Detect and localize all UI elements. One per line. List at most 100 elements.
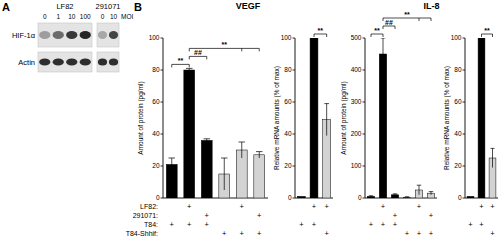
condition-symbol: + — [299, 220, 304, 229]
chart: IL-8Amount of protein (pg/ml)01002003004… — [340, 1, 440, 238]
condition-symbol: + — [468, 220, 473, 229]
bracket-drop — [189, 48, 190, 51]
x-axis — [365, 198, 437, 199]
y-axis — [465, 38, 466, 198]
error-line — [492, 148, 493, 167]
y-tick-label: 200 — [351, 130, 362, 137]
significance-bracket: ** — [383, 11, 431, 21]
condition-symbol: + — [429, 229, 434, 238]
chart-title: VEGF — [236, 1, 261, 11]
bracket-drop — [171, 64, 172, 67]
condition-symbol: + — [187, 202, 192, 211]
error-bar — [221, 158, 228, 190]
y-tick-label: 20 — [454, 162, 462, 169]
y-axis-label: Relative mRNA amounts (% of max) — [273, 66, 281, 170]
error-bar — [381, 38, 385, 70]
error-cap — [256, 151, 263, 152]
significance-bracket: ** — [172, 57, 190, 67]
bracket-drop — [431, 18, 432, 21]
bracket-drop — [481, 34, 482, 37]
condition-symbol: + — [205, 220, 210, 229]
error-cap — [203, 138, 210, 139]
bracket-drop — [383, 34, 384, 37]
condition-symbol: + — [490, 202, 495, 211]
significance-text: ## — [194, 49, 202, 56]
condition-symbol: + — [187, 220, 192, 229]
lane-label: 10 — [68, 13, 76, 20]
blot-band — [39, 59, 50, 66]
error-bar — [186, 68, 193, 71]
blot-band — [109, 31, 118, 39]
chart: Relative mRNA amounts (% of max)02040608… — [273, 27, 333, 238]
blot-band — [66, 59, 77, 66]
error-bar — [490, 148, 494, 167]
condition-symbol: + — [479, 202, 484, 211]
error-line — [189, 68, 190, 71]
blot-group-label: LF82 — [56, 2, 73, 11]
y-tick-label: 80 — [152, 66, 160, 73]
error-cap — [168, 158, 175, 159]
condition-symbol: + — [240, 202, 245, 211]
condition-symbol: + — [479, 220, 484, 229]
condition-symbol: + — [369, 220, 374, 229]
lane-label: 100 — [80, 13, 91, 20]
significance-bracket: ## — [189, 49, 207, 59]
error-cap — [417, 185, 421, 186]
y-tick-label: 100 — [149, 34, 160, 41]
y-tick-label: 0 — [288, 194, 292, 201]
error-line — [419, 185, 420, 195]
error-bar — [417, 185, 421, 195]
condition-symbol: + — [324, 229, 329, 238]
significance-text: ** — [374, 27, 380, 34]
y-tick-label: 100 — [351, 162, 362, 169]
marks — [297, 38, 330, 198]
condition-symbol: + — [222, 229, 227, 238]
condition-label: T84-Shhif: — [126, 230, 158, 237]
condition-symbol: + — [312, 220, 317, 229]
bracket-drop — [419, 18, 420, 21]
bar — [403, 197, 410, 198]
bar — [254, 155, 265, 198]
y-tick-label: 500 — [351, 34, 362, 41]
bracket-drop — [395, 26, 396, 29]
bar — [310, 38, 318, 198]
condition-symbol: + — [312, 202, 317, 211]
error-cap — [324, 103, 329, 104]
bar — [379, 54, 386, 198]
significance-bracket: ## — [383, 19, 395, 29]
lane-label: 1 — [56, 13, 60, 20]
error-line — [383, 38, 384, 70]
y-tick-label: 400 — [351, 66, 362, 73]
blot-membrane — [97, 52, 119, 72]
y-tick-label: 80 — [454, 66, 462, 73]
significance-text: ** — [318, 27, 324, 34]
significance-text: ** — [404, 11, 410, 18]
error-bar — [324, 104, 329, 136]
blot-band — [80, 59, 91, 66]
bracket-drop — [371, 34, 372, 37]
bracket-drop — [241, 48, 242, 51]
y-tick-label: 40 — [152, 130, 160, 137]
y-tick-label: 20 — [284, 162, 292, 169]
y-tick-label: 300 — [351, 98, 362, 105]
error-cap — [186, 68, 193, 69]
error-cap — [429, 191, 433, 192]
error-cap — [369, 195, 373, 196]
bracket-drop — [189, 56, 190, 59]
blot-membrane — [97, 23, 119, 47]
significance-text: ## — [385, 19, 393, 26]
y-tick-label: 20 — [152, 162, 160, 169]
y-axis — [295, 38, 296, 198]
error-line — [171, 158, 172, 171]
bracket-drop — [383, 18, 384, 21]
error-bar — [369, 196, 373, 197]
bar — [297, 196, 305, 198]
error-cap — [221, 158, 228, 159]
bar — [184, 70, 195, 198]
condition-symbol: + — [205, 211, 210, 220]
significance-text: ** — [178, 57, 184, 64]
error-bar — [256, 152, 263, 158]
significance-bracket: ** — [189, 41, 259, 51]
error-line — [206, 139, 207, 142]
chart: VEGFAmount of protein (pg/ml)02040608010… — [137, 1, 268, 238]
